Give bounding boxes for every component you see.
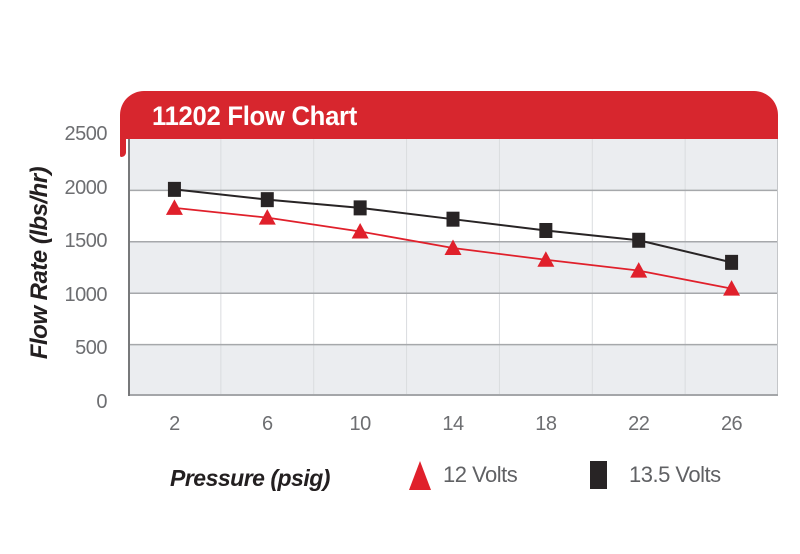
y-tick-label: 2000 [64,176,108,199]
square-marker [167,181,181,197]
legend-label-13-5-volts: 13.5 Volts [629,462,721,487]
plot-band [128,139,778,191]
plot-band [128,293,778,345]
triangle-marker [723,280,741,296]
triangle-marker [537,251,555,267]
plot-band [128,344,778,396]
x-tick-label: 2 [169,413,180,435]
y-tick-label: 1000 [64,283,108,306]
y-tick-label: 2500 [64,123,108,145]
chart-canvas [128,139,778,396]
chart-header: 11202 Flow Chart [120,91,778,139]
x-tick-label: 18 [535,413,557,435]
x-axis-title: Pressure (psig) [170,465,330,491]
triangle-marker [630,262,648,278]
square-marker [446,211,460,227]
square-marker [725,254,739,270]
x-tick-label: 6 [261,413,273,435]
header-flap-decoration [120,138,126,157]
square-marker [539,222,553,238]
triangle-marker [165,199,183,215]
legend-item-12-volts: 12 Volts [409,460,518,490]
triangle-marker [351,223,369,239]
square-marker [260,192,274,208]
triangle-marker [258,209,276,225]
square-marker [632,232,646,248]
y-tick-label: 0 [96,391,107,413]
square-marker-icon [590,461,607,489]
y-tick-label: 500 [75,337,107,360]
x-tick-label: 26 [720,413,743,435]
triangle-marker [444,239,462,255]
x-tick-label: 14 [442,413,464,435]
triangle-marker-icon [409,460,431,490]
legend-item-13-5-volts: 13.5 Volts [590,460,721,490]
x-tick-label: 22 [628,413,650,435]
y-tick-label: 1500 [64,230,108,253]
chart-title: 11202 Flow Chart [152,101,358,131]
square-marker [353,200,367,216]
legend-label-12-volts: 12 Volts [443,462,518,487]
x-tick-label: 10 [349,413,372,435]
plot-area [128,139,778,396]
